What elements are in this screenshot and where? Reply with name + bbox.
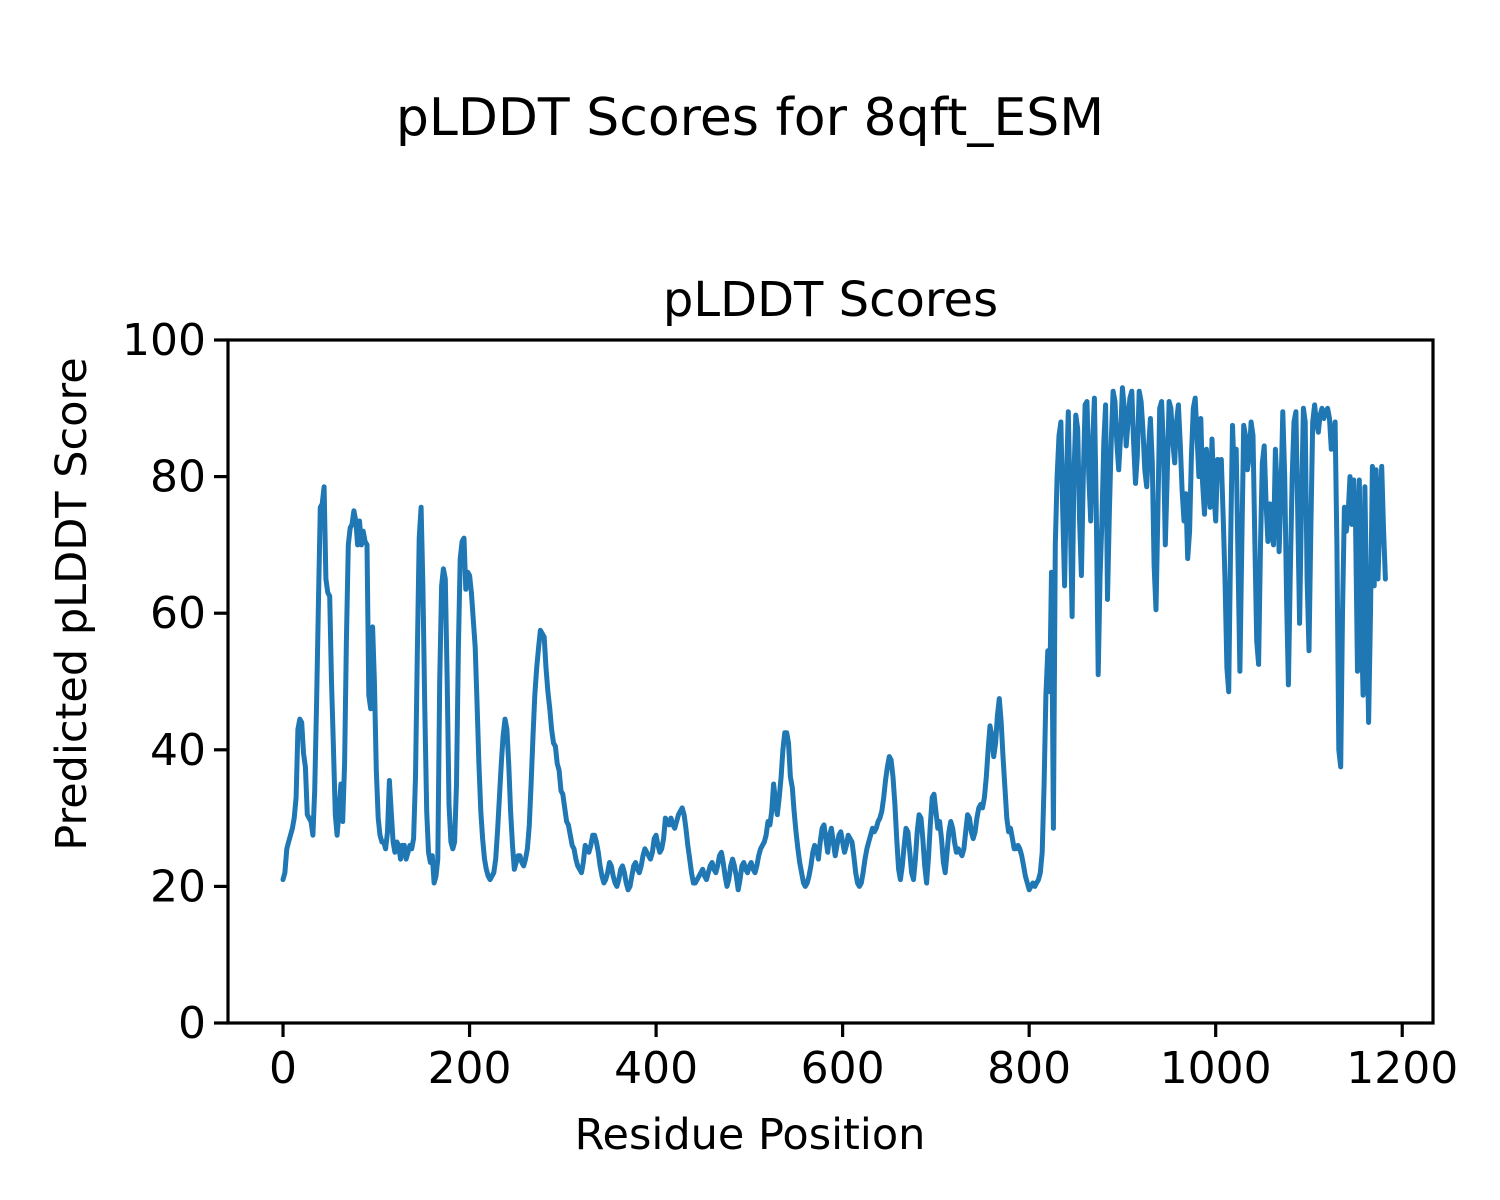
plot-border: [226, 338, 1435, 1025]
y-tick-label: 60: [150, 588, 206, 639]
x-tick-label: 0: [269, 1043, 297, 1094]
y-tick-label: 20: [150, 861, 206, 912]
y-tick-label: 80: [150, 452, 206, 503]
y-axis-label: Predicted pLDDT Score: [47, 357, 97, 851]
figure-title: pLDDT Scores for 8qft_ESM: [395, 88, 1105, 148]
x-axis-label: Residue Position: [574, 1110, 926, 1160]
x-tick-label: 1000: [1160, 1043, 1272, 1094]
y-tick-label: 100: [122, 315, 206, 366]
x-tick-label: 1200: [1346, 1043, 1458, 1094]
axes-title: pLDDT Scores: [662, 272, 999, 328]
x-tick-label: 800: [987, 1043, 1071, 1094]
x-tick-label: 600: [801, 1043, 885, 1094]
x-tick-label: 400: [614, 1043, 698, 1094]
x-tick-label: 200: [428, 1043, 512, 1094]
y-tick-label: 0: [178, 998, 206, 1049]
y-tick-label: 40: [150, 725, 206, 776]
plddt-line: [280, 385, 1388, 893]
